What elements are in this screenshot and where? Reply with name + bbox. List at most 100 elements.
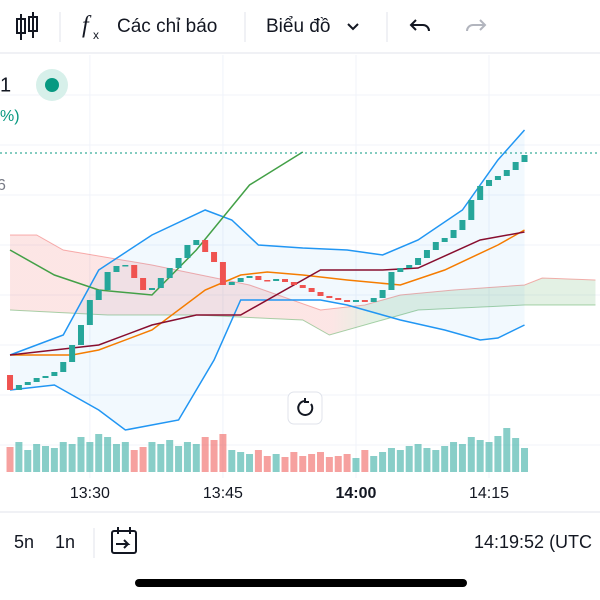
candle-body — [370, 298, 377, 302]
candle-body — [166, 268, 173, 278]
volume-bar — [201, 437, 209, 472]
candle-body — [290, 282, 297, 285]
candle-body — [352, 300, 359, 302]
indicator-line — [10, 229, 525, 356]
x-tick-label: 13:45 — [203, 485, 243, 502]
candle-body — [521, 155, 528, 162]
candle-body — [140, 278, 147, 290]
interval-button[interactable]: 5n — [14, 532, 34, 552]
volume-bar — [441, 446, 449, 472]
reset-button[interactable] — [287, 391, 323, 425]
volume-bar — [104, 437, 112, 472]
candle-body — [7, 375, 14, 390]
chart-area: 13:30 13:45 14:00 14:15 — [0, 55, 600, 502]
candle-body — [60, 362, 67, 372]
x-tick-label: 14:15 — [469, 485, 509, 502]
volume-bar — [254, 450, 262, 472]
volume-bar — [42, 446, 50, 472]
volume-bar — [414, 444, 422, 472]
fx-icon-sub: x — [93, 28, 99, 42]
candle-body — [468, 200, 475, 220]
volume-bar — [77, 437, 85, 472]
volume-bar — [432, 450, 440, 472]
goto-date-button[interactable] — [111, 527, 137, 554]
candle-body — [494, 176, 501, 180]
volume-bar — [6, 447, 14, 472]
volume-bar — [396, 450, 404, 472]
volume-bar — [219, 434, 227, 472]
indicators-button[interactable]: Các chỉ báo — [117, 16, 217, 37]
volume-bar — [458, 444, 466, 472]
candle-body — [308, 288, 315, 292]
candle-body — [255, 276, 262, 280]
volume-bar — [272, 454, 280, 472]
volume-bar — [237, 452, 245, 472]
candle-body — [503, 170, 510, 176]
candle-body — [175, 258, 182, 268]
volume-bar — [33, 444, 41, 472]
candle-body — [184, 245, 191, 258]
volume-bar — [521, 448, 529, 472]
undo-button[interactable] — [409, 19, 430, 32]
volume-bar — [281, 457, 289, 472]
candle-body — [228, 282, 235, 285]
cloud-span-a — [9, 304, 596, 336]
volume-bar — [246, 454, 254, 472]
symbol-label: 1 — [0, 74, 11, 96]
candle-body — [131, 265, 138, 278]
candle-body — [379, 290, 386, 298]
volume-bar — [95, 434, 103, 472]
reset-icon — [297, 398, 314, 416]
candle-body — [335, 298, 342, 300]
interval-button[interactable]: 1n — [55, 532, 75, 552]
volume-bar — [494, 436, 502, 472]
volume-bar — [467, 437, 475, 472]
volume-bar — [112, 444, 120, 472]
candle-body — [344, 300, 351, 302]
candle-body — [33, 378, 40, 382]
volume-bar — [157, 444, 165, 472]
volume-bar — [139, 447, 147, 472]
candle-body — [24, 382, 31, 385]
volume-bar — [450, 442, 458, 472]
volume-bar — [148, 442, 156, 472]
volume-bar — [370, 456, 378, 472]
fx-icon[interactable]: f — [82, 13, 92, 39]
candle-body — [415, 258, 422, 265]
candle-body — [51, 372, 58, 376]
volume-bar — [68, 444, 76, 472]
redo-button[interactable] — [466, 19, 487, 32]
volume-bar — [175, 446, 183, 472]
home-indicator — [135, 579, 467, 587]
x-tick-label: 14:00 — [336, 485, 377, 502]
volume-bar — [343, 454, 351, 472]
candle-body — [113, 266, 120, 272]
chevron — [347, 23, 359, 31]
volume-bar — [24, 450, 32, 472]
status-dot — [45, 78, 59, 92]
volume-bar — [352, 458, 360, 472]
volume-bar — [334, 456, 342, 472]
candle-body — [317, 292, 324, 296]
volume-bar — [379, 452, 387, 472]
candle-body — [273, 279, 280, 281]
volume-bar — [299, 456, 307, 472]
volume-bar — [316, 452, 324, 472]
candle-icon[interactable] — [16, 12, 38, 40]
candle-body — [104, 272, 111, 290]
candle-body — [361, 300, 368, 302]
volume-bar — [210, 440, 218, 472]
volume-bar — [325, 457, 333, 472]
candle-body — [512, 162, 519, 170]
chart-menu-button[interactable]: Biểu đồ — [266, 16, 330, 37]
change-label: %) — [0, 108, 20, 125]
candle-body — [477, 186, 484, 200]
candle-body — [423, 250, 430, 258]
candle-body — [95, 290, 102, 300]
volume-bar — [263, 456, 271, 472]
volume-bar — [423, 448, 431, 472]
candle-body — [450, 230, 457, 238]
candle-body — [193, 240, 200, 245]
indicator-line — [9, 151, 304, 296]
